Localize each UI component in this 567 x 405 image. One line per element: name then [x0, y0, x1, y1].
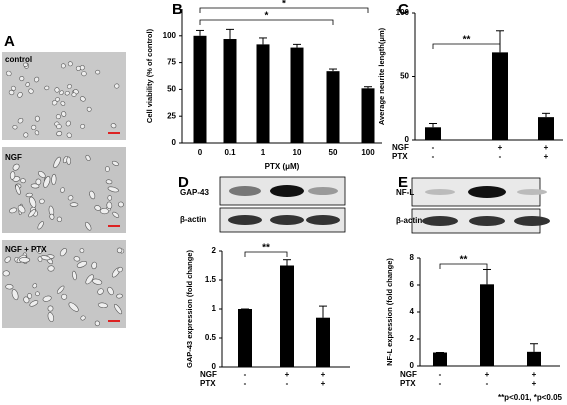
- image-label: NGF + PTX: [5, 245, 47, 254]
- y-tick-label: 0: [405, 135, 410, 144]
- bar: [223, 39, 237, 143]
- significance-label: **: [463, 35, 471, 46]
- footnote: **p<0.01, *p<0.05: [498, 393, 563, 402]
- bar: [527, 351, 541, 366]
- significance-label: **: [460, 255, 468, 266]
- condition-value: +: [532, 370, 537, 379]
- y-tick-label: 8: [410, 253, 415, 262]
- y-tick-label: 75: [167, 58, 176, 67]
- y-tick-label: 0: [212, 362, 217, 371]
- condition-value: +: [498, 143, 503, 152]
- condition-name: PTX: [200, 379, 216, 388]
- western-blot: [219, 176, 550, 234]
- bar: [425, 127, 441, 140]
- x-tick-label: 50: [329, 148, 338, 157]
- significance-bracket: [199, 7, 369, 13]
- bar: [290, 47, 304, 144]
- condition-value: +: [321, 379, 326, 388]
- significance-bracket: [244, 251, 288, 257]
- y-tick-label: 0.5: [205, 333, 217, 342]
- y-axis-label: GAP-43 expression (fold change): [185, 250, 194, 368]
- bar: [538, 117, 554, 140]
- condition-value: -: [244, 379, 247, 388]
- y-tick-label: 25: [167, 111, 176, 120]
- bar: [433, 352, 447, 366]
- y-tick-label: 50: [400, 72, 409, 81]
- y-tick-label: 100: [396, 8, 410, 17]
- significance-bracket: [432, 43, 501, 49]
- y-tick-label: 0: [410, 361, 415, 370]
- condition-value: +: [285, 370, 290, 379]
- condition-name: PTX: [400, 379, 416, 388]
- condition-value: -: [244, 370, 247, 379]
- blot-label: NF-L: [396, 188, 414, 197]
- y-tick-label: 1.5: [205, 275, 217, 284]
- bar: [316, 317, 330, 367]
- y-tick-label: 1: [212, 304, 217, 313]
- bar: [238, 309, 252, 367]
- y-tick-label: 4: [410, 307, 415, 316]
- bar: [193, 35, 207, 143]
- y-tick-label: 50: [167, 85, 176, 94]
- x-tick-label: 0: [198, 148, 203, 157]
- condition-name: NGF: [200, 370, 217, 379]
- bar: [492, 52, 508, 141]
- panel-label: E: [398, 174, 408, 191]
- condition-name: NGF: [400, 370, 417, 379]
- y-tick-label: 100: [163, 31, 177, 40]
- condition-value: -: [439, 370, 442, 379]
- significance-label: *: [265, 11, 269, 22]
- y-tick-label: 2: [410, 334, 415, 343]
- bar: [280, 265, 294, 367]
- significance-bracket: [199, 19, 334, 25]
- condition-value: +: [544, 143, 549, 152]
- bar: [480, 284, 494, 366]
- bar: [361, 88, 375, 143]
- blot-label: GAP-43: [180, 188, 209, 197]
- condition-value: -: [432, 152, 435, 161]
- panel-label: C: [398, 1, 409, 18]
- significance-bracket: [439, 263, 488, 269]
- condition-value: +: [532, 379, 537, 388]
- y-axis-label: Average neurite length(μm): [377, 27, 386, 125]
- x-axis-label: PTX (μM): [265, 162, 300, 171]
- y-tick-label: 0: [172, 138, 177, 147]
- bar: [256, 44, 270, 143]
- condition-value: -: [499, 152, 502, 161]
- condition-value: -: [432, 143, 435, 152]
- condition-name: NGF: [392, 143, 409, 152]
- y-tick-label: 6: [410, 280, 415, 289]
- condition-name: PTX: [392, 152, 408, 161]
- x-tick-label: 1: [261, 148, 266, 157]
- x-tick-label: 100: [361, 148, 375, 157]
- blot-label: β-actin: [180, 215, 206, 224]
- significance-label: **: [262, 243, 270, 254]
- panel-label: A: [4, 33, 15, 50]
- blot-label: β-actin: [396, 216, 422, 225]
- bar: [326, 71, 340, 143]
- condition-value: +: [321, 370, 326, 379]
- x-tick-label: 0.1: [224, 148, 236, 157]
- y-tick-label: 2: [212, 246, 217, 255]
- image-label: control: [5, 55, 32, 64]
- panel-label: D: [178, 174, 189, 191]
- condition-value: -: [439, 379, 442, 388]
- condition-value: +: [544, 152, 549, 161]
- x-tick-label: 10: [293, 148, 302, 157]
- condition-value: -: [486, 379, 489, 388]
- y-axis-label: Cell viability (% of control): [145, 28, 154, 123]
- significance-label: *: [282, 0, 286, 10]
- y-axis-label: NF-L expression (fold change): [385, 258, 394, 366]
- panel-label: B: [172, 1, 183, 18]
- image-label: NGF: [5, 153, 22, 162]
- condition-value: -: [286, 379, 289, 388]
- micrograph: [2, 52, 126, 328]
- condition-value: +: [485, 370, 490, 379]
